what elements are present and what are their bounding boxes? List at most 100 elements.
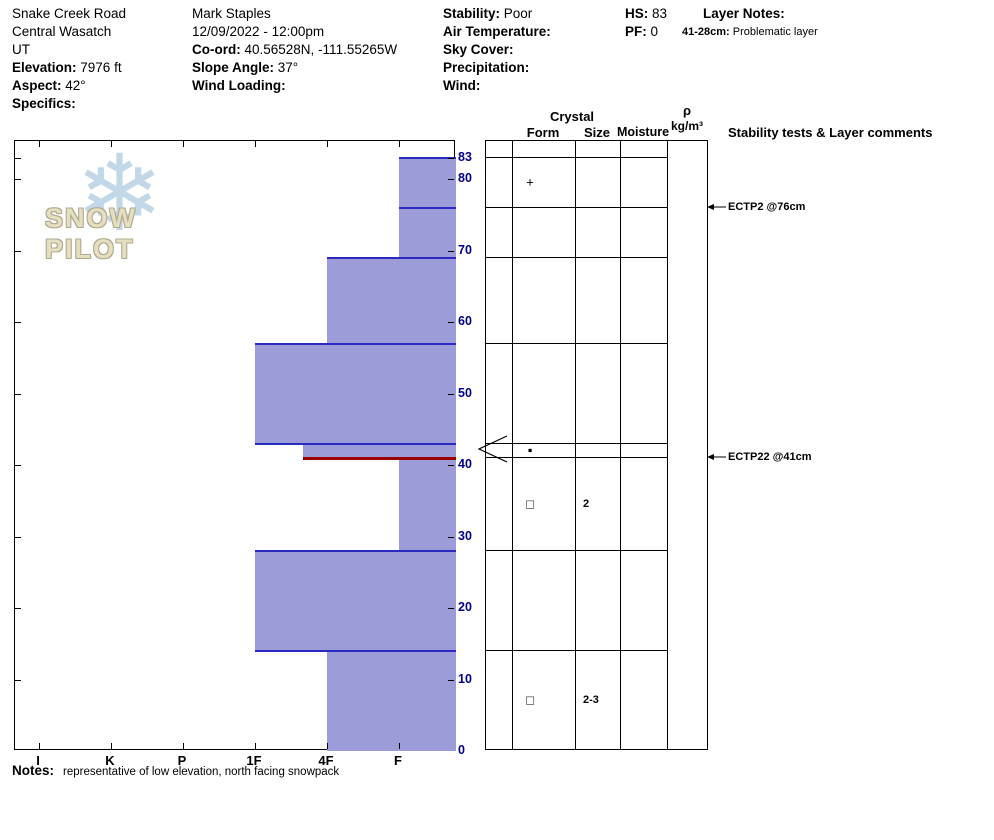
notes-text: representative of low elevation, north f… <box>63 766 340 778</box>
grid-vline <box>707 140 708 750</box>
density-symbol-header: ρ <box>682 103 692 118</box>
snow-layer-bar <box>327 650 456 751</box>
snow-layer-bar <box>255 550 456 651</box>
crystal-header: Crystal <box>549 109 595 124</box>
stability-label: Stability: <box>443 6 501 21</box>
coordinates-value: 40.56528N, -111.55265W <box>244 42 398 57</box>
aspect-value: 42° <box>65 78 86 93</box>
comments-column: ECTP2 @76cm ECTP22 @41cm <box>707 140 993 751</box>
air-temperature-row: Air Temperature: <box>443 23 551 41</box>
slope-angle-row: Slope Angle: 37° <box>192 59 397 77</box>
depth-tick-label: 80 <box>458 171 472 186</box>
hardness-tick-label: 4F <box>318 753 334 768</box>
elevation-value: 7976 ft <box>80 60 122 75</box>
grid-layer-line <box>485 649 667 651</box>
hardness-tick-label: P <box>177 753 187 768</box>
snow-layer-bar <box>303 443 456 459</box>
snow-layer-bar <box>399 458 456 551</box>
hardness-tick <box>111 743 112 749</box>
pf-row: PF: 0 <box>625 23 667 41</box>
left-arrow-icon <box>707 454 726 461</box>
crystal-form-symbol-facets: □ <box>526 692 534 708</box>
air-temperature-label: Air Temperature: <box>443 24 551 39</box>
grid-layer-line <box>485 257 667 259</box>
depth-tick <box>448 465 454 467</box>
hardness-tick <box>255 743 256 749</box>
left-arrow-icon <box>707 204 726 210</box>
crystal-size-value: 2 <box>583 497 590 510</box>
coordinates-label: Co-ord: <box>192 42 241 57</box>
precipitation-label: Precipitation: <box>443 60 530 75</box>
hardness-tick-label: F <box>394 753 402 768</box>
hs-label: HS: <box>625 6 649 21</box>
notes-label: Notes: <box>12 763 55 778</box>
elevation-row: Elevation: 7976 ft <box>12 59 126 77</box>
stability-test-annotation: ECTP2 @76cm <box>707 201 805 213</box>
grid-layer-line <box>485 342 667 344</box>
grid-layer-line <box>485 442 667 444</box>
hardness-tick-label: I <box>36 753 40 768</box>
depth-tick <box>448 179 454 181</box>
sky-cover-row: Sky Cover: <box>443 41 551 59</box>
stability-test-annotation: ECTP22 @41cm <box>707 451 812 463</box>
hardness-axis-labels: I K P 1F 4F F <box>14 753 455 769</box>
depth-tick <box>448 679 454 681</box>
size-column-header: Size <box>583 125 611 140</box>
slope-angle-value: 37° <box>277 60 299 75</box>
hardness-tick <box>399 743 400 749</box>
hardness-tick-label: K <box>105 753 115 768</box>
snow-layer-bar <box>399 158 456 208</box>
depth-tick-label: 40 <box>458 457 472 472</box>
pf-label: PF: <box>625 24 647 39</box>
hardness-tick <box>111 141 112 147</box>
grid-vline <box>512 140 513 750</box>
crystal-form-symbol-precipitation-particles: + <box>526 174 534 190</box>
wind-loading-label: Wind Loading: <box>192 78 286 93</box>
hardness-tick <box>255 141 256 147</box>
specifics-label: Specifics: <box>12 96 76 111</box>
grid-vline <box>575 140 576 750</box>
hardness-chart: ❄ SNOW PILOT <box>14 140 456 751</box>
layer-boundary-line <box>255 342 456 345</box>
hardness-tick-label: 1F <box>246 753 262 768</box>
depth-tick <box>15 322 21 324</box>
layer-boundary-line <box>255 649 456 652</box>
grid-layer-line <box>485 457 667 459</box>
slope-angle-label: Slope Angle: <box>192 60 275 75</box>
grid-layer-line <box>485 157 667 158</box>
depth-tick <box>448 250 454 252</box>
observer-name: Mark Staples <box>192 6 271 21</box>
grid-hline <box>485 749 708 750</box>
aspect-row: Aspect: 42° <box>12 77 126 95</box>
depth-tick <box>15 393 21 395</box>
depth-tick <box>15 465 21 467</box>
site-name: Snake Creek Road <box>12 6 127 21</box>
observer-info-column: Mark Staples 12/09/2022 - 12:00pm Co-ord… <box>192 5 397 95</box>
density-units-header: kg/m³ <box>670 119 704 133</box>
layer-boundary-line <box>255 549 456 552</box>
hardness-tick <box>39 141 40 147</box>
depth-tick <box>448 322 454 324</box>
pf-value: 0 <box>650 24 659 39</box>
wind-label: Wind: <box>443 78 481 93</box>
stability-value: Poor <box>503 6 533 21</box>
crystal-size-value: 2-3 <box>583 693 599 706</box>
stability-row: Stability: Poor <box>443 5 551 23</box>
precipitation-row: Precipitation: <box>443 59 551 77</box>
layer-boundary-line <box>327 257 456 260</box>
hs-row: HS: 83 <box>625 5 667 23</box>
depth-tick <box>15 158 21 159</box>
site-info-column: Snake Creek Road Central Wasatch UT Elev… <box>12 5 126 113</box>
specifics-row: Specifics: <box>12 95 126 113</box>
wind-row: Wind: <box>443 77 551 95</box>
layer-boundary-line <box>399 207 456 209</box>
depth-tick <box>15 179 21 181</box>
depth-tick <box>15 250 21 252</box>
site-state: UT <box>12 42 30 57</box>
grid-vline <box>620 140 621 750</box>
elevation-label: Elevation: <box>12 60 77 75</box>
layer-notes-column: Layer Notes: 41-28cm: Problematic layer <box>682 5 818 38</box>
depth-tick-label: 10 <box>458 671 472 686</box>
depth-tick <box>448 536 454 538</box>
depth-axis-labels: 83 80 70 60 50 40 30 20 10 0 <box>458 140 484 757</box>
